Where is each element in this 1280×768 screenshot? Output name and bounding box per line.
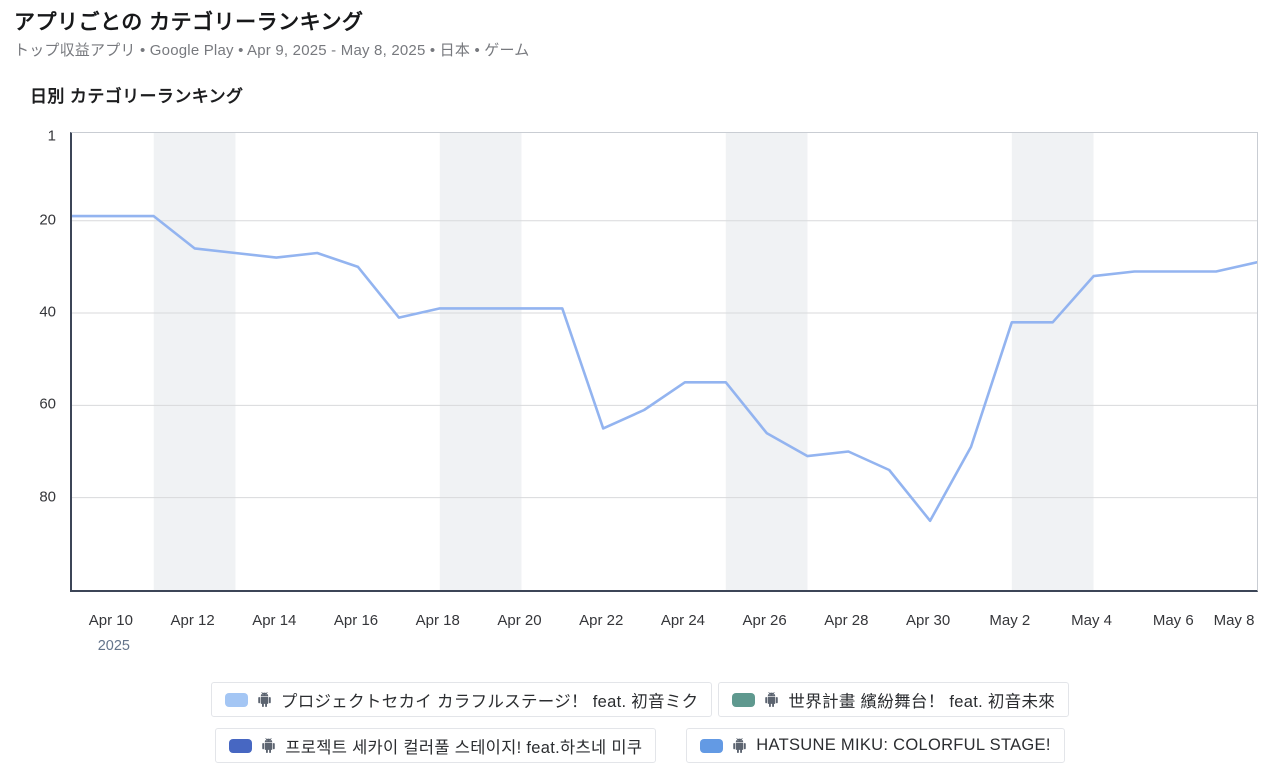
weekend-band: [1011, 133, 1094, 590]
x-tick-label: Apr 30: [905, 612, 951, 629]
legend-row: プロジェクトセカイ カラフルステージ！ feat. 初音ミク 世界計畫 繽紛舞台！…: [210, 682, 1070, 717]
weekend-band: [153, 133, 236, 590]
legend-item[interactable]: 世界計畫 繽紛舞台！ feat. 初音未來: [718, 682, 1070, 717]
y-tick-label: 20: [39, 211, 56, 229]
legend-label: 世界計畫 繽紛舞台！ feat. 初音未來: [788, 692, 1056, 711]
android-icon: [765, 692, 779, 707]
x-tick-label: Apr 14: [252, 612, 297, 629]
x-axis-year-label: 2025: [97, 638, 130, 654]
chart-legend: プロジェクトセカイ カラフルステージ！ feat. 初音ミク 世界計畫 繽紛舞台！…: [0, 682, 1280, 763]
legend-label: 프로젝트 세카이 컬러풀 스테이지! feat.하츠네 미쿠: [285, 738, 643, 757]
x-tick-label: Apr 26: [742, 612, 787, 629]
android-icon: [262, 738, 276, 753]
y-tick-label: 80: [39, 488, 56, 506]
weekend-band: [725, 133, 808, 590]
series-color-swatch: [700, 738, 724, 753]
legend-item[interactable]: プロジェクトセカイ カラフルステージ！ feat. 初音ミク: [210, 682, 713, 717]
x-tick-label: Apr 24: [660, 612, 706, 629]
y-tick-label: 1: [47, 127, 56, 145]
rank-line: [72, 214, 1257, 523]
x-tick-label: May 2: [989, 612, 1031, 629]
y-tick-label: 40: [39, 303, 56, 321]
y-tick-label: 60: [39, 395, 56, 413]
x-tick-label: Apr 18: [415, 612, 460, 629]
legend-row: 프로젝트 세카이 컬러풀 스테이지! feat.하츠네 미쿠 HATSUNE MI…: [215, 728, 1065, 763]
android-icon: [258, 692, 271, 707]
series-color-swatch: [229, 738, 253, 753]
plot-svg: [72, 133, 1257, 590]
chart-plot-area: [70, 132, 1258, 592]
legend-item[interactable]: HATSUNE MIKU: COLORFUL STAGE!: [686, 728, 1065, 763]
x-tick-label: Apr 28: [824, 612, 869, 629]
x-tick-label: May 4: [1071, 612, 1112, 629]
x-tick-label: Apr 10: [88, 612, 133, 629]
x-tick-label: May 6: [1152, 612, 1194, 629]
page-title: アプリごとの カテゴリーランキング: [14, 11, 364, 34]
legend-label: HATSUNE MIKU: COLORFUL STAGE!: [756, 736, 1051, 754]
legend-item[interactable]: 프로젝트 세카이 컬러풀 스테이지! feat.하츠네 미쿠: [215, 728, 657, 763]
chart-section-heading: 日別 カテゴリーランキング: [30, 87, 244, 106]
x-tick-label: Apr 12: [170, 612, 215, 629]
series-color-swatch: [732, 692, 756, 707]
x-tick-label: Apr 20: [497, 612, 542, 629]
series-color-swatch: [224, 692, 248, 707]
page-subtitle: トップ収益アプリ • Google Play • Apr 9, 2025 - M…: [14, 42, 530, 59]
x-tick-label: May 8: [1213, 612, 1255, 629]
x-tick-label: Apr 22: [579, 612, 624, 629]
legend-label: プロジェクトセカイ カラフルステージ！ feat. 初音ミク: [280, 692, 699, 711]
android-icon: [733, 738, 747, 753]
x-tick-label: Apr 16: [333, 612, 379, 629]
weekend-band: [439, 133, 522, 590]
